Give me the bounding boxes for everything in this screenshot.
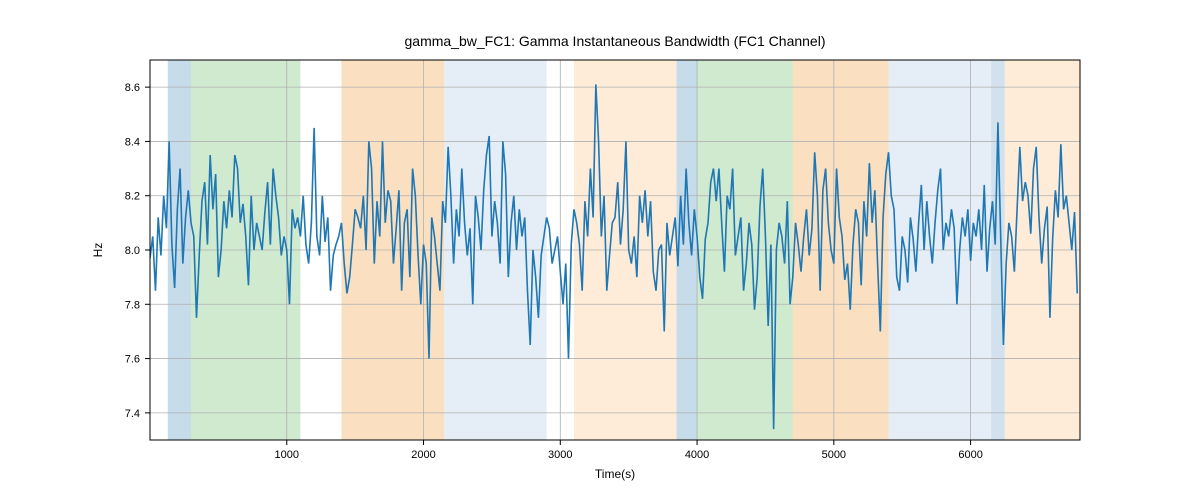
xtick-label: 6000 [958,449,982,461]
plot-area [150,60,1080,440]
ytick-label: 7.4 [125,408,140,420]
xtick-label: 3000 [548,449,572,461]
xtick-label: 1000 [275,449,299,461]
ytick-label: 8.6 [125,82,140,94]
line-chart: 1000 2000 3000 4000 5000 6000 7.4 7.6 7.8 8.0 8.2 8… [0,0,1200,500]
chart-title: gamma_bw_FC1: Gamma Instantaneous Bandwi… [405,33,826,49]
y-axis-label: Hz [91,243,105,258]
ytick-label: 7.6 [125,354,140,366]
ytick-label: 8.2 [125,191,140,203]
ytick-label: 8.0 [125,245,140,257]
xtick-label: 4000 [685,449,709,461]
ytick-label: 7.8 [125,299,140,311]
chart-container: 1000 2000 3000 4000 5000 6000 7.4 7.6 7.8 8.0 8.2 8… [0,0,1200,500]
x-axis-label: Time(s) [595,467,635,481]
xtick-label: 2000 [411,449,435,461]
xtick-label: 5000 [822,449,846,461]
ytick-label: 8.4 [125,136,140,148]
